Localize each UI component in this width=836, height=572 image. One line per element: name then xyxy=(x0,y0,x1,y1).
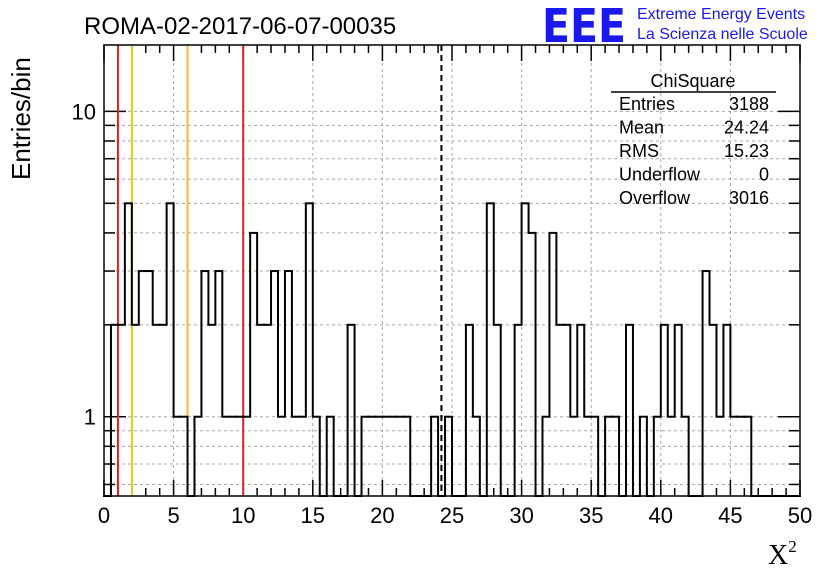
x-axis-title: X2 xyxy=(768,537,797,571)
stats-box-rows: Entries 3188 Mean 24.24 RMS 15.23 Underflow 0 Ov… xyxy=(619,94,769,208)
logo-mark: EEE xyxy=(542,0,626,53)
stats-value: 24.24 xyxy=(724,118,769,138)
stats-label: Mean xyxy=(619,118,664,138)
x-tick-label: 45 xyxy=(718,503,742,528)
plot-frame xyxy=(103,44,801,497)
x-tick-label: 5 xyxy=(167,503,179,528)
stats-label: Overflow xyxy=(619,188,691,208)
stats-label: Underflow xyxy=(619,165,701,185)
y-tick-label: 10 xyxy=(72,99,96,124)
x-axis-title-superscript: 2 xyxy=(788,537,797,556)
grid-lines xyxy=(104,45,800,496)
x-tick-label: 10 xyxy=(231,503,255,528)
x-tick-label: 30 xyxy=(509,503,533,528)
logo-line2: La Scienza nelle Scuole xyxy=(637,26,808,43)
y-tick-label: 1 xyxy=(84,405,96,430)
stats-box-title: ChiSquare xyxy=(650,71,735,91)
stats-value: 15.23 xyxy=(724,141,769,161)
eee-logo: EEE Extreme Energy Events La Scienza nel… xyxy=(542,0,808,53)
histogram-bins xyxy=(103,202,801,497)
x-tick-label: 25 xyxy=(440,503,464,528)
logo-line1: Extreme Energy Events xyxy=(637,6,805,23)
y-axis-title: Entries/bin xyxy=(6,57,36,180)
stats-box: ChiSquare Entries 3188 Mean 24.24 RMS 15.23 Un… xyxy=(611,71,776,208)
x-axis-title-base: X xyxy=(768,540,788,571)
stats-label: Entries xyxy=(619,94,675,114)
axis-tick-labels: 0 5 10 15 20 25 30 35 40 45 50 1 10 xyxy=(72,99,813,528)
x-tick-label: 35 xyxy=(579,503,603,528)
stats-value: 3016 xyxy=(729,188,769,208)
x-tick-label: 50 xyxy=(788,503,812,528)
stats-value: 3188 xyxy=(729,94,769,114)
chart-title: ROMA-02-2017-06-07-00035 xyxy=(84,13,396,40)
axis-ticks xyxy=(103,45,801,496)
x-tick-label: 40 xyxy=(649,503,673,528)
stats-label: RMS xyxy=(619,141,659,161)
x-tick-label: 20 xyxy=(370,503,394,528)
stats-value: 0 xyxy=(759,165,769,185)
x-tick-label: 0 xyxy=(98,503,110,528)
x-tick-label: 15 xyxy=(301,503,325,528)
